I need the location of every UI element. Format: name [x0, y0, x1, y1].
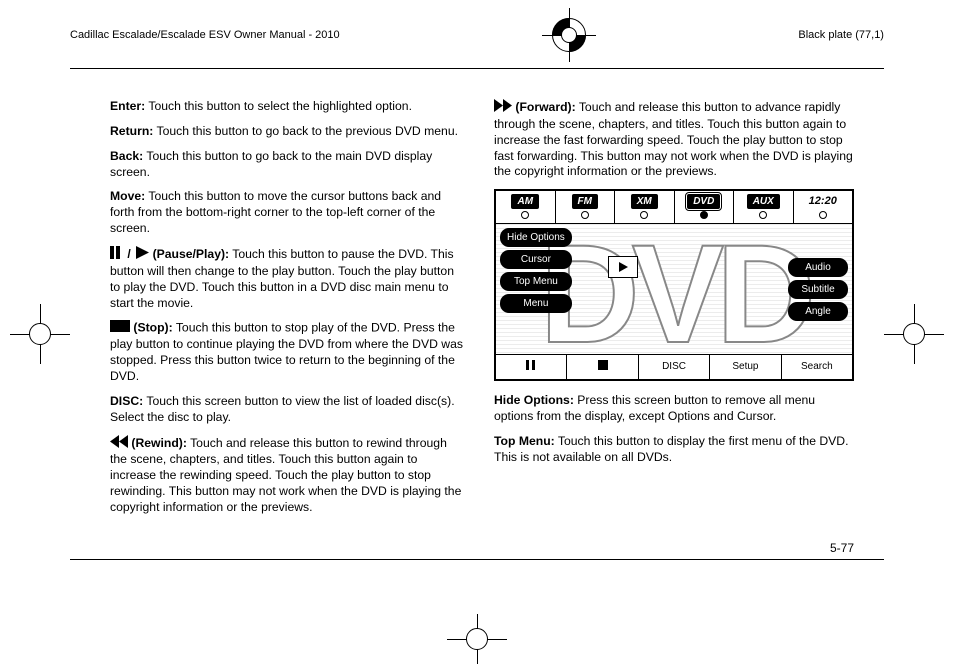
dvd-btn-menu[interactable]: Menu	[500, 294, 572, 313]
dvd-btn-top-menu[interactable]: Top Menu	[500, 272, 572, 291]
para-disc: DISC: Touch this screen button to view t…	[110, 394, 464, 426]
para-top-menu: Top Menu: Touch this button to display t…	[494, 434, 854, 466]
dvd-play-indicator[interactable]	[608, 256, 638, 278]
registration-mark-top	[542, 8, 596, 62]
para-pause-play: / (Pause/Play): Touch this button to pau…	[110, 246, 464, 311]
page-body: Enter: Touch this button to select the h…	[0, 69, 954, 535]
para-return: Return: Touch this button to go back to …	[110, 124, 464, 140]
rewind-icon	[110, 435, 128, 453]
dvd-tab-xm[interactable]: XM	[615, 191, 675, 223]
dvd-bottom-row: DISC Setup Search	[496, 354, 852, 379]
dvd-btn-stop[interactable]	[567, 355, 638, 379]
dvd-tab-fm[interactable]: FM	[556, 191, 616, 223]
stop-icon	[598, 360, 608, 370]
dvd-tab-dvd[interactable]: DVD	[675, 191, 735, 223]
header-right: Black plate (77,1)	[798, 29, 884, 41]
para-rewind: (Rewind): Touch and release this button …	[110, 435, 464, 516]
dvd-btn-audio[interactable]: Audio	[788, 258, 848, 277]
dvd-content-area: DVD Hide Options Cursor Top Menu Menu Au…	[496, 224, 852, 354]
footer-rule	[70, 559, 884, 560]
page-header: Cadillac Escalade/Escalade ESV Owner Man…	[0, 0, 954, 68]
dvd-tab-aux[interactable]: AUX	[734, 191, 794, 223]
dvd-btn-hide-options[interactable]: Hide Options	[500, 228, 572, 247]
dvd-screen-figure: AM FM XM DVD AUX 12:20	[494, 189, 854, 381]
play-icon	[619, 262, 628, 272]
page-number: 5-77	[0, 535, 954, 559]
dvd-btn-pause[interactable]	[496, 355, 567, 379]
pause-icon	[526, 360, 536, 370]
dvd-clock: 12:20	[794, 191, 853, 223]
dvd-btn-search[interactable]: Search	[782, 355, 852, 379]
para-stop: (Stop): Touch this button to stop play o…	[110, 320, 464, 384]
dvd-left-buttons: Hide Options Cursor Top Menu Menu	[496, 228, 576, 313]
dvd-btn-subtitle[interactable]: Subtitle	[788, 280, 848, 299]
para-enter: Enter: Touch this button to select the h…	[110, 99, 464, 115]
header-left: Cadillac Escalade/Escalade ESV Owner Man…	[70, 29, 340, 41]
dvd-btn-disc[interactable]: DISC	[639, 355, 710, 379]
registration-mark-bottom	[447, 614, 507, 664]
registration-mark-right	[884, 304, 944, 364]
dvd-btn-setup[interactable]: Setup	[710, 355, 781, 379]
stop-icon	[110, 320, 130, 337]
dvd-btn-angle[interactable]: Angle	[788, 302, 848, 321]
para-hide-options: Hide Options: Press this screen button t…	[494, 393, 854, 425]
dvd-right-buttons: Audio Subtitle Angle	[784, 258, 852, 321]
right-column: (Forward): Touch and release this button…	[494, 99, 854, 525]
para-move: Move: Touch this button to move the curs…	[110, 189, 464, 237]
forward-icon	[494, 99, 512, 117]
para-back: Back: Touch this button to go back to th…	[110, 149, 464, 181]
pause-icon	[110, 246, 122, 264]
dvd-source-tabs: AM FM XM DVD AUX 12:20	[496, 191, 852, 224]
play-icon	[136, 246, 149, 264]
registration-mark-left	[10, 304, 70, 364]
para-forward: (Forward): Touch and release this button…	[494, 99, 854, 180]
left-column: Enter: Touch this button to select the h…	[110, 99, 464, 525]
dvd-tab-am[interactable]: AM	[496, 191, 556, 223]
svg-text:DVD: DVD	[540, 224, 811, 354]
dvd-btn-cursor[interactable]: Cursor	[500, 250, 572, 269]
